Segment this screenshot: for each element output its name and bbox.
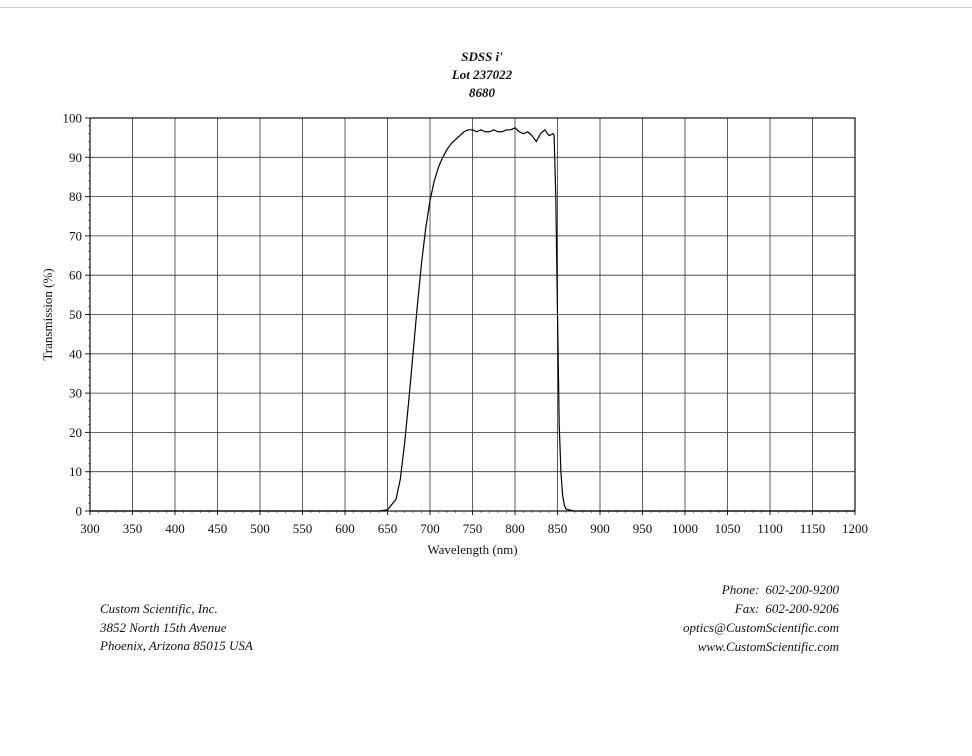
x-tick-label: 400 (165, 521, 185, 536)
x-tick-label: 1200 (842, 521, 868, 536)
x-tick-label: 1150 (800, 521, 826, 536)
chart-subtitle-lot: Lot 237022 (451, 67, 513, 82)
contact-phone-label: Phone: (721, 582, 760, 597)
x-tick-label: 800 (505, 521, 525, 536)
x-tick-label: 850 (548, 521, 568, 536)
x-tick-label: 1050 (715, 521, 741, 536)
x-tick-label: 600 (335, 521, 355, 536)
x-tick-label: 700 (420, 521, 440, 536)
y-tick-label: 70 (69, 228, 82, 243)
contact-website-value[interactable]: www.CustomScientific.com (697, 639, 839, 654)
company-city: Phoenix, Arizona 85015 USA (100, 638, 253, 653)
chart-title-block: SDSS i' Lot 237022 8680 (367, 48, 597, 102)
x-tick-label: 350 (123, 521, 143, 536)
x-tick-label: 750 (463, 521, 483, 536)
contact-fax-label: Fax: (734, 601, 760, 616)
y-tick-label: 80 (69, 189, 82, 204)
x-tick-label: 450 (208, 521, 228, 536)
x-tick-label: 1100 (757, 521, 783, 536)
y-tick-label: 40 (69, 346, 82, 361)
contact-fax: Fax: 602-200-9206 (683, 599, 839, 618)
contact-website[interactable]: www.CustomScientific.com (683, 637, 839, 656)
y-tick-label: 0 (76, 504, 83, 519)
company-contact: Phone: 602-200-9200 Fax: 602-200-9206 opti… (683, 580, 839, 656)
contact-email[interactable]: optics@CustomScientific.com (683, 618, 839, 637)
x-axis-label: Wavelength (nm) (427, 542, 517, 557)
contact-email-value[interactable]: optics@CustomScientific.com (682, 620, 839, 635)
x-tick-label: 950 (633, 521, 653, 536)
contact-phone-value: 602-200-9200 (765, 582, 839, 597)
x-tick-label: 650 (378, 521, 398, 536)
y-tick-label: 100 (63, 111, 83, 126)
y-tick-label: 50 (69, 307, 82, 322)
contact-fax-value: 602-200-9206 (765, 601, 839, 616)
transmission-curve-series-0 (90, 127, 855, 512)
top-rule (0, 7, 972, 8)
company-street: 3852 North 15th Avenue (100, 619, 227, 635)
x-tick-label: 300 (80, 521, 100, 536)
y-tick-label: 30 (69, 386, 82, 401)
y-tick-label: 20 (69, 425, 82, 440)
company-address: Custom Scientific, Inc. 3852 North 15th … (100, 600, 253, 656)
contact-phone: Phone: 602-200-9200 (683, 580, 839, 599)
plot-frame (89, 117, 856, 512)
company-name: Custom Scientific, Inc. (100, 601, 218, 616)
x-tick-label: 900 (590, 521, 610, 536)
y-axis-label: Transmission (%) (40, 268, 55, 360)
x-tick-label: 550 (293, 521, 313, 536)
y-tick-label: 10 (69, 464, 82, 479)
x-tick-label: 500 (250, 521, 270, 536)
y-tick-label: 60 (69, 268, 82, 283)
y-tick-label: 90 (69, 150, 82, 165)
chart-subtitle-id: 8680 (469, 85, 495, 100)
chart-title: SDSS i' (461, 49, 503, 64)
x-tick-label: 1000 (672, 521, 698, 536)
